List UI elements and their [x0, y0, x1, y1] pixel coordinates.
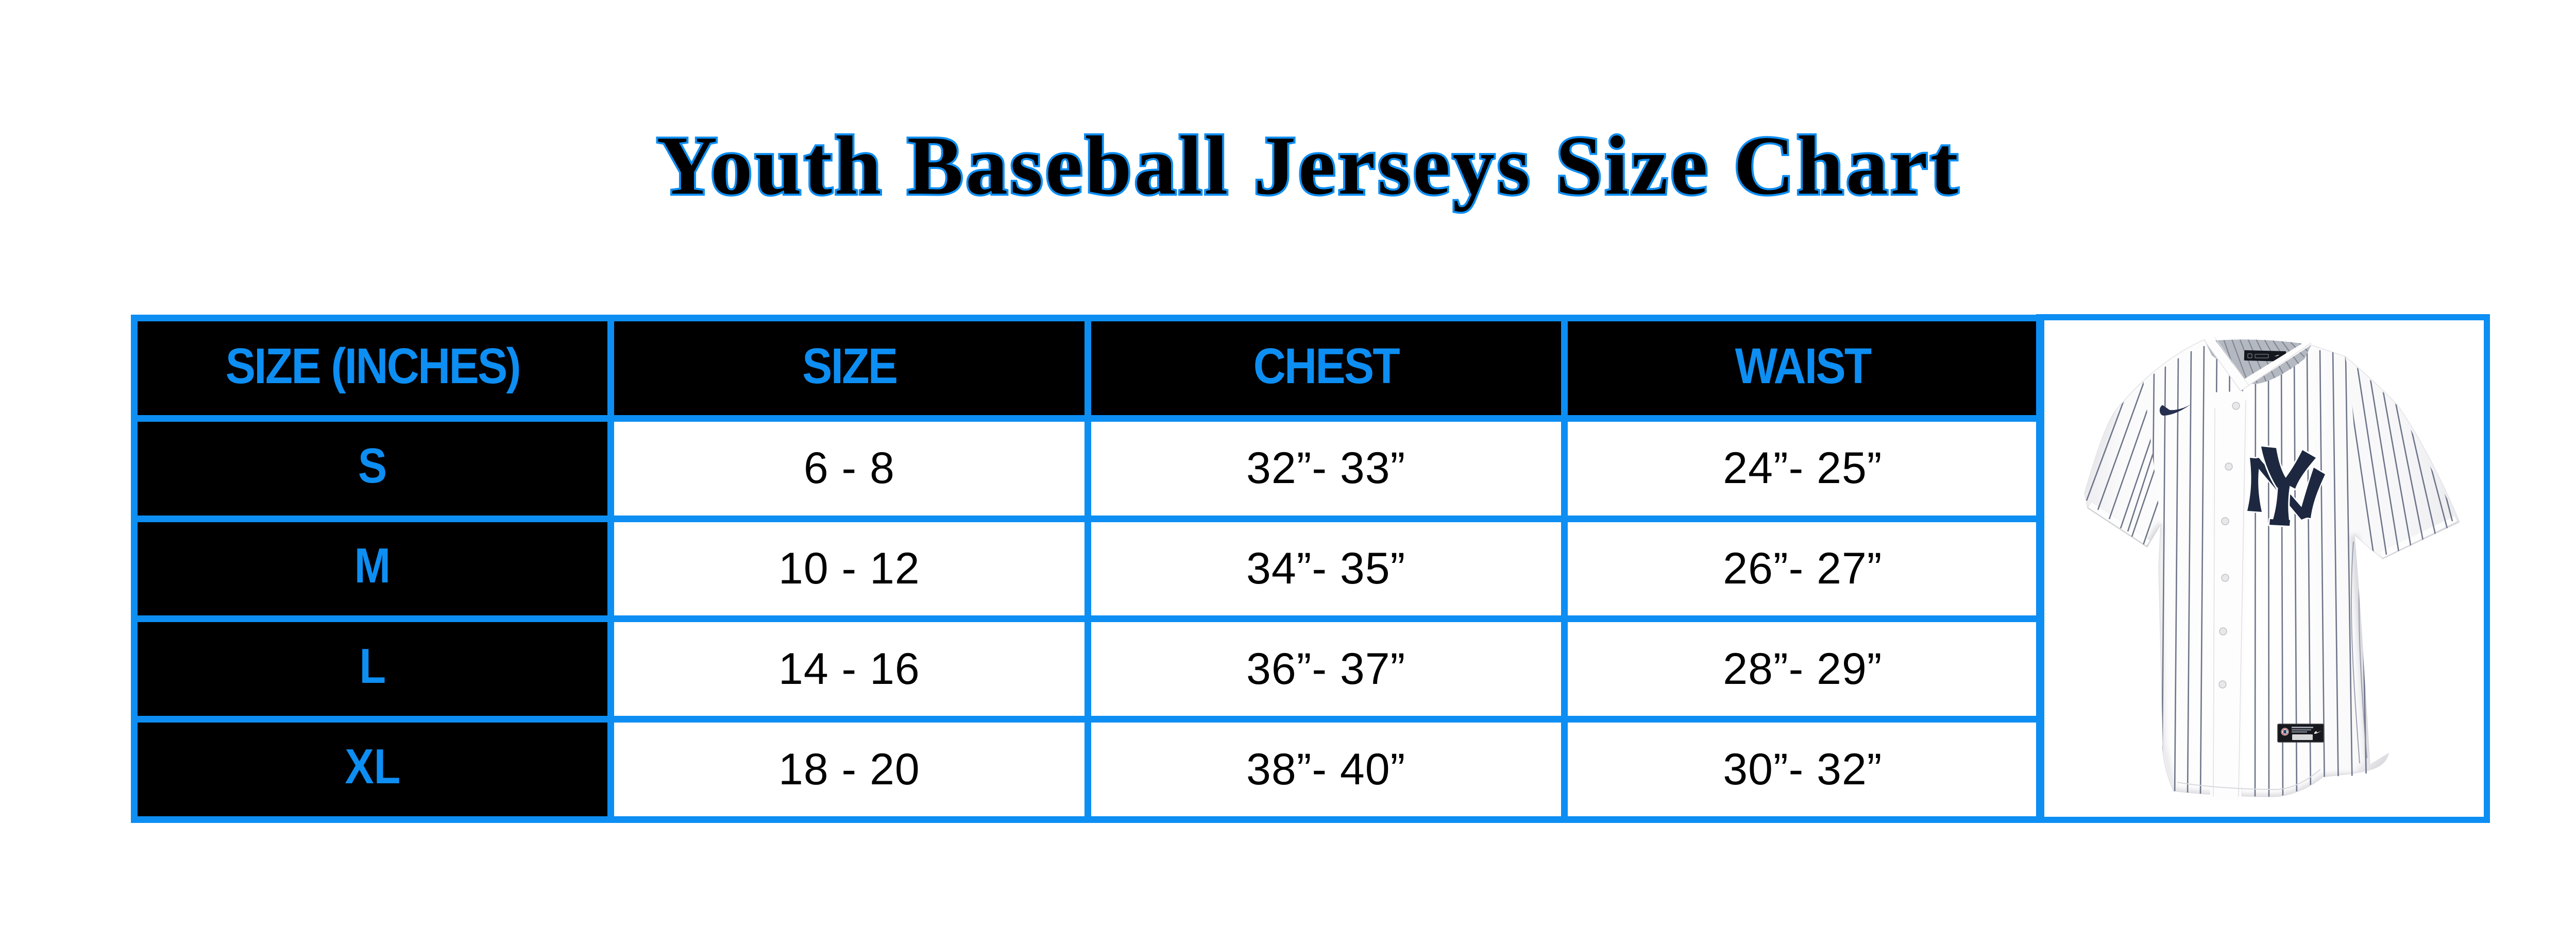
- svg-text:Youth Baseball Jerseys Size Ch: Youth Baseball Jerseys Size Chart: [657, 119, 1961, 212]
